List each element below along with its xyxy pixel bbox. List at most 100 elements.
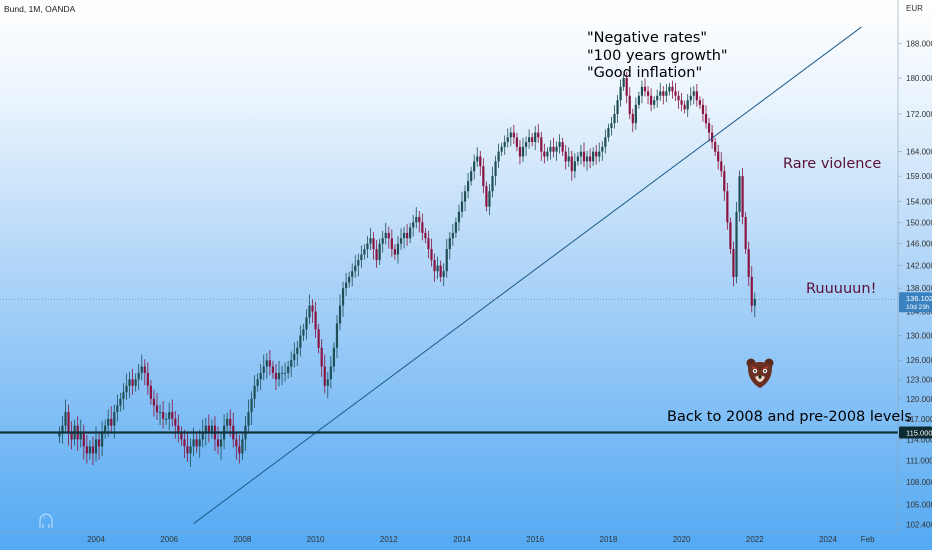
candle <box>640 80 644 104</box>
candle <box>329 356 332 389</box>
candle <box>430 238 433 267</box>
candle <box>714 137 717 157</box>
y-tick-label: 105.000 <box>906 500 932 509</box>
candle <box>259 363 262 390</box>
candle <box>451 224 454 246</box>
candle <box>116 394 119 422</box>
candle <box>546 147 549 161</box>
candle <box>424 228 427 244</box>
candle <box>262 354 265 381</box>
candle <box>308 294 311 325</box>
candle <box>183 429 186 459</box>
candle <box>61 416 64 444</box>
candle <box>326 371 329 399</box>
candle <box>372 232 375 260</box>
candle <box>174 411 177 439</box>
lines-layer <box>0 26 898 524</box>
candle <box>744 212 747 255</box>
y-tick-label: 123.000 <box>906 375 932 384</box>
y-tick-label: 126.000 <box>906 356 932 365</box>
candle <box>296 340 299 366</box>
candle <box>473 154 476 180</box>
candle <box>543 143 546 164</box>
candle <box>265 353 268 379</box>
y-tick-label: 164.000 <box>906 148 932 157</box>
candle <box>570 150 573 181</box>
y-tick-label: 142.000 <box>906 262 932 271</box>
candle <box>683 100 686 114</box>
candle <box>180 426 183 446</box>
candle <box>88 440 91 460</box>
candle <box>631 108 634 133</box>
x-tick-label: Feb <box>861 535 875 544</box>
candle <box>604 129 607 154</box>
candle <box>366 236 369 259</box>
y-tick-label: 114.000 <box>906 435 932 444</box>
time-axis[interactable]: 2004 2006 2008 2010 2012 2014 2016 2018 2020 2022… <box>0 531 898 544</box>
candle <box>488 184 491 216</box>
candle <box>750 266 753 313</box>
candle <box>207 414 210 443</box>
candle <box>140 354 143 381</box>
trendline[interactable] <box>193 26 862 524</box>
y-tick-label: 154.000 <box>906 197 932 206</box>
candle <box>482 158 485 194</box>
candle <box>741 167 744 225</box>
candle <box>314 301 317 338</box>
candle <box>653 96 656 109</box>
candle <box>674 82 677 101</box>
candle <box>552 137 555 158</box>
x-tick-label: 2006 <box>160 535 178 544</box>
y-tick-label: 188.000 <box>906 40 932 49</box>
candle <box>375 240 378 268</box>
candle <box>634 97 637 130</box>
candle <box>720 152 723 177</box>
candle <box>415 207 418 229</box>
candle <box>558 134 561 154</box>
candle <box>650 88 653 112</box>
candle <box>354 255 357 278</box>
candle <box>70 421 73 450</box>
candle <box>271 360 274 379</box>
candle <box>378 238 381 266</box>
candle <box>131 368 134 395</box>
candle <box>134 373 137 392</box>
candle <box>671 80 674 99</box>
candle <box>643 78 647 97</box>
candle <box>171 399 174 427</box>
candle <box>637 91 640 109</box>
y-tick-label: 130.000 <box>906 331 932 340</box>
candle <box>58 426 61 443</box>
candle <box>97 431 101 460</box>
candle <box>396 236 400 264</box>
candle <box>332 342 335 373</box>
candle <box>274 363 278 390</box>
candle <box>216 426 220 455</box>
candle <box>421 213 424 241</box>
candle <box>253 375 256 409</box>
y-tick-label: 108.000 <box>906 478 932 487</box>
candle <box>235 431 238 460</box>
candle <box>592 147 595 166</box>
candle <box>567 147 570 168</box>
candle <box>439 260 442 282</box>
candle <box>729 217 732 255</box>
candle <box>64 399 67 434</box>
candle <box>646 86 650 105</box>
candle <box>436 256 439 280</box>
candles-layer <box>58 71 756 467</box>
annotation-ruuun: Ruuuuun! <box>806 281 876 297</box>
x-tick-label: 2012 <box>380 535 398 544</box>
x-tick-label: 2022 <box>746 535 764 544</box>
candle <box>323 354 326 394</box>
candle <box>732 241 735 287</box>
candle <box>500 142 503 157</box>
candle <box>406 224 409 246</box>
candle <box>158 404 162 425</box>
candle <box>628 87 631 120</box>
candle <box>561 137 564 157</box>
candle <box>247 399 250 434</box>
